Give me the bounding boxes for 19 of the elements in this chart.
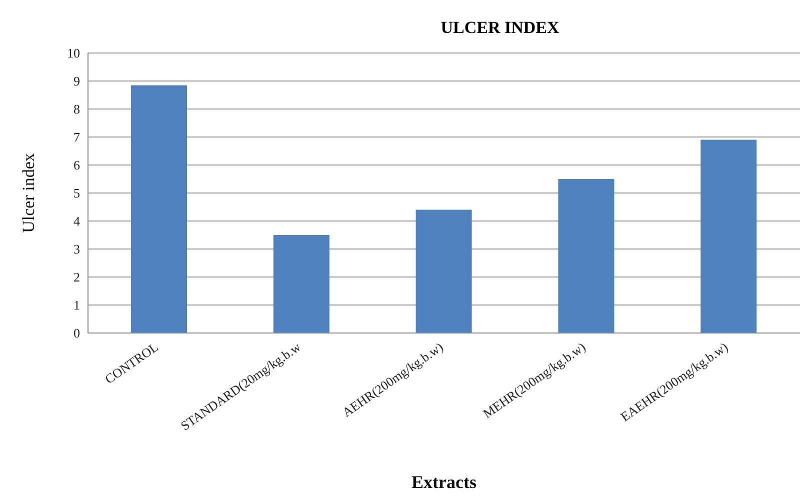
bar [700,140,757,333]
bar [131,85,187,333]
y-axis-title: Ulcer index [19,152,38,233]
bar [273,235,330,333]
bar [558,179,614,333]
x-axis-title: Extracts [412,472,476,492]
y-tick-label: 8 [74,102,80,117]
y-tick-label: 6 [74,158,80,173]
y-tick-label: 1 [74,298,80,313]
y-tick-label: 7 [74,130,80,145]
y-tick-label: 2 [74,270,80,285]
chart-title: ULCER INDEX [440,18,560,38]
y-tick-label: 5 [74,186,80,201]
y-tick-label: 10 [67,46,80,61]
y-tick-label: 3 [74,242,80,257]
y-tick-label: 0 [74,326,80,341]
y-tick-label: 4 [74,214,80,229]
y-tick-label: 9 [74,74,80,89]
bar [416,210,472,333]
